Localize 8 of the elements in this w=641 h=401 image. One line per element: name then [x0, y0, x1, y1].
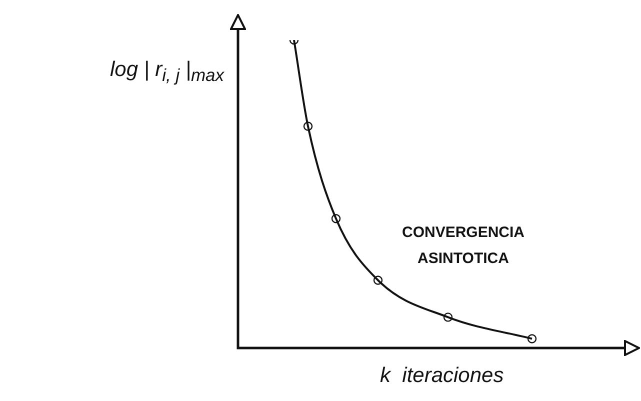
point: [443, 312, 453, 322]
point: [303, 122, 313, 131]
point: [527, 334, 537, 344]
x-axis-title: k iteraciones: [380, 364, 504, 388]
point: [373, 276, 383, 285]
annotation: CONVERGENCIA ASINTOTICA: [402, 223, 525, 269]
y-axis-title: log | r$_{i, j}$ |$_{max}$: [110, 58, 224, 86]
point: [331, 214, 341, 224]
